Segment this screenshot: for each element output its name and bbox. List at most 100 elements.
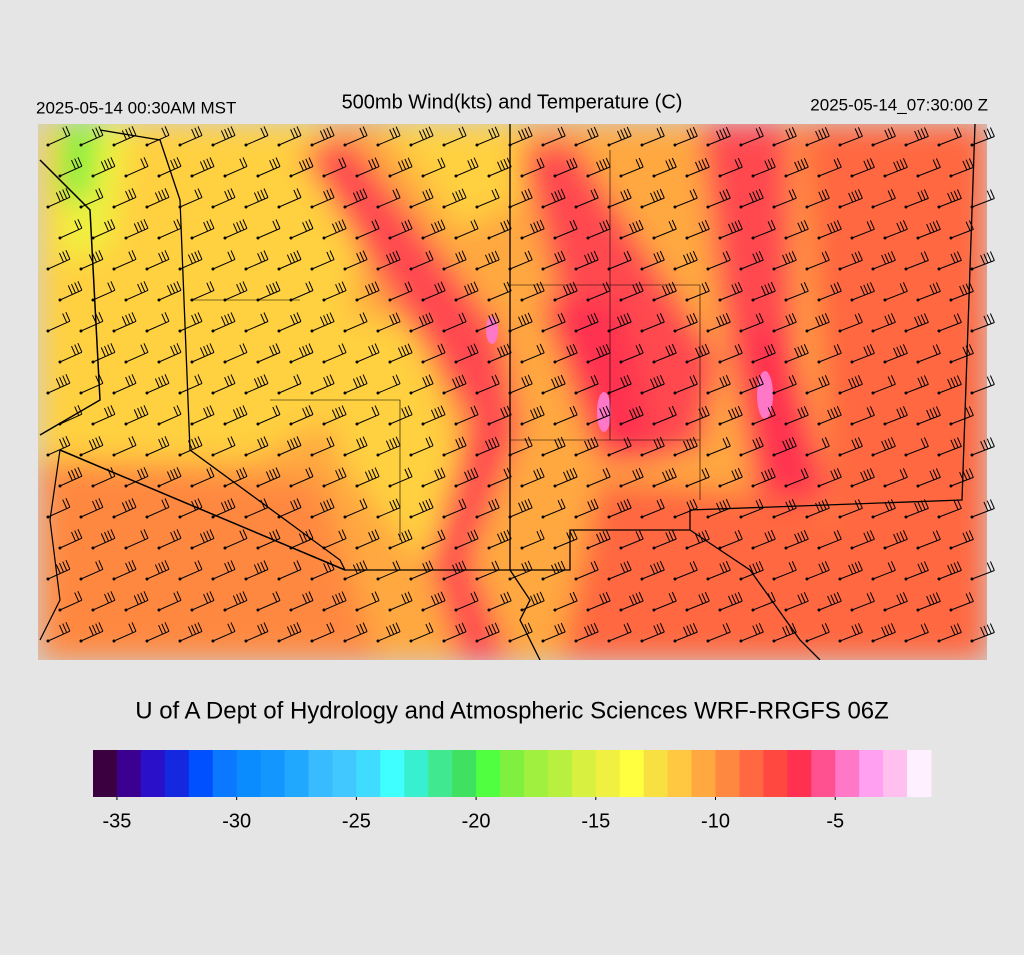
barb-base [706, 639, 710, 643]
barb-base [223, 484, 227, 488]
barb-base [124, 484, 128, 488]
wind-barb [851, 406, 875, 425]
barb-base [784, 298, 788, 302]
wind-barb [950, 282, 974, 301]
barb-base [574, 453, 578, 457]
wind-barb [752, 591, 776, 611]
barb-base [244, 143, 248, 147]
wind-barb [641, 498, 665, 518]
wind-barb [323, 591, 347, 611]
wind-barb [818, 219, 842, 239]
wind-barb [146, 312, 170, 332]
barb-base [322, 422, 326, 426]
barb-base [475, 453, 479, 457]
wind-barb [80, 622, 104, 642]
barb-base [586, 236, 590, 240]
barb-base [883, 422, 887, 426]
barb-base [244, 639, 248, 643]
wind-barb [917, 220, 941, 239]
barb-base [178, 577, 182, 581]
barb-base [454, 422, 458, 426]
wind-barb [587, 405, 611, 425]
barb-base [541, 205, 545, 209]
barb-base [79, 453, 83, 457]
barb-base [685, 360, 689, 364]
colorbar-cell [428, 750, 453, 797]
wind-barb [113, 560, 137, 580]
barb-base [244, 453, 248, 457]
barb-base [739, 143, 743, 147]
wind-barb [542, 188, 566, 208]
barb-base [706, 329, 710, 333]
wind-barb [389, 405, 413, 425]
wind-barb [851, 344, 875, 363]
barb-base [454, 484, 458, 488]
wind-barb [443, 622, 467, 642]
wind-barb [488, 529, 512, 549]
wind-barb [356, 343, 380, 363]
wind-barb [587, 281, 611, 301]
barb-base [574, 639, 578, 643]
barb-base [46, 329, 50, 333]
barb-base [850, 484, 854, 488]
wind-barb [686, 343, 710, 363]
wind-barb [146, 188, 170, 208]
colorbar: -35 -30 -25 -20 -15 -10 -5 [93, 750, 932, 832]
wind-barb [257, 157, 281, 177]
barb-base [421, 422, 425, 426]
wind-barb [905, 623, 929, 642]
barb-base [619, 236, 623, 240]
wind-barb [851, 530, 875, 549]
wind-barb [587, 467, 611, 487]
wind-barb [641, 560, 665, 580]
wind-barb [125, 219, 149, 239]
wind-barb [422, 467, 446, 487]
barb-base [244, 515, 248, 519]
wind-barb [905, 499, 929, 518]
wind-barb [323, 157, 347, 177]
barb-base [553, 298, 557, 302]
wind-barb [620, 467, 644, 487]
barb-base [883, 174, 887, 178]
barb-base [46, 143, 50, 147]
wind-barb [971, 127, 995, 146]
wind-barb [674, 622, 698, 642]
barb-base [475, 143, 479, 147]
barb-base [751, 174, 755, 178]
barb-base [673, 267, 677, 271]
wind-barb [224, 405, 248, 425]
wind-barb [521, 281, 545, 301]
wind-barb [971, 499, 995, 518]
barb-base [718, 484, 722, 488]
wind-barb [740, 312, 764, 332]
wind-barb [356, 157, 380, 177]
wind-barb [212, 312, 236, 332]
wind-barb [587, 529, 611, 549]
barb-base [520, 608, 524, 612]
wind-barb [443, 560, 467, 580]
wind-barb [674, 560, 698, 580]
wind-barb [356, 219, 380, 239]
barb-base [454, 608, 458, 612]
wind-barb [674, 312, 698, 332]
wind-barb [608, 250, 632, 270]
barb-base [409, 639, 413, 643]
wind-barb [410, 188, 434, 208]
barb-base [421, 546, 425, 550]
barb-base [157, 422, 161, 426]
wind-barb [884, 220, 908, 239]
barb-base [751, 298, 755, 302]
barb-base [784, 422, 788, 426]
wind-barb [488, 157, 512, 177]
wind-barb [113, 622, 137, 642]
wind-barb [311, 436, 335, 456]
colorbar-cell [571, 750, 597, 797]
barb-base [388, 484, 392, 488]
wind-barb [620, 157, 644, 177]
wind-barb [410, 436, 434, 456]
wind-barb [278, 436, 302, 456]
barb-base [421, 608, 425, 612]
barb-base [541, 329, 545, 333]
wind-barb [740, 498, 764, 518]
barb-base [376, 329, 380, 333]
